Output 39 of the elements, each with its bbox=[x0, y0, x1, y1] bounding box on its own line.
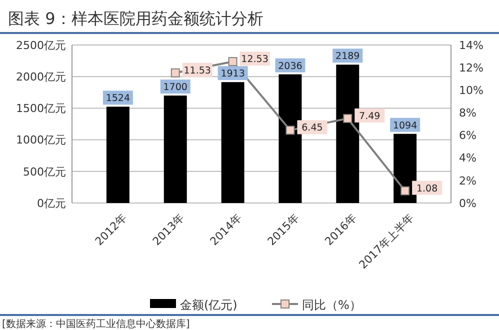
point bbox=[343, 114, 352, 123]
bar bbox=[221, 82, 244, 203]
point bbox=[400, 186, 410, 196]
y2-tick-label: 14% bbox=[459, 38, 484, 52]
y2-tick-label: 2% bbox=[459, 174, 476, 188]
y2-tick-label: 4% bbox=[459, 152, 476, 165]
data-label: 1094 bbox=[392, 120, 418, 132]
chart-title: 图表 9：样本医院用药金额统计分析 bbox=[8, 9, 264, 28]
data-label: 1700 bbox=[163, 82, 188, 94]
y2-tick-label: 0% bbox=[459, 196, 476, 210]
y-tick-label: 1000亿元 bbox=[16, 134, 66, 147]
y-tick-label: 2500亿元 bbox=[16, 38, 66, 52]
data-label: 1.08 bbox=[416, 183, 438, 194]
bar bbox=[106, 106, 130, 203]
data-label: 11.53 bbox=[184, 65, 211, 76]
bar bbox=[278, 74, 302, 203]
y-tick-label: 500亿元 bbox=[23, 165, 66, 178]
point bbox=[170, 68, 180, 78]
data-label: 1524 bbox=[106, 93, 130, 104]
data-label: 1913 bbox=[220, 68, 245, 80]
data-label: 12.53 bbox=[241, 54, 268, 66]
legend-label: 金额(亿元) bbox=[180, 298, 238, 312]
y2-tick-label: 8% bbox=[459, 106, 476, 120]
y-tick-label: 2000亿元 bbox=[16, 70, 66, 84]
data-label: 6.45 bbox=[302, 122, 323, 134]
bar bbox=[164, 96, 187, 203]
data-label: 7.49 bbox=[359, 110, 380, 122]
y2-tick-label: 6% bbox=[459, 129, 476, 142]
y2-tick-label: 12% bbox=[459, 61, 484, 74]
point bbox=[286, 126, 295, 135]
data-label: 2036 bbox=[278, 60, 302, 72]
legend-label: 同比（%） bbox=[302, 298, 362, 312]
y-tick-label: 0亿元 bbox=[37, 196, 66, 210]
y-tick-label: 1500亿元 bbox=[16, 102, 66, 116]
bar bbox=[336, 64, 360, 203]
point bbox=[228, 57, 238, 66]
data-label: 2189 bbox=[336, 51, 360, 62]
y2-tick-label: 10% bbox=[459, 84, 484, 97]
text: [数据来源：中国医药工业信息中心数据库] bbox=[2, 318, 190, 330]
